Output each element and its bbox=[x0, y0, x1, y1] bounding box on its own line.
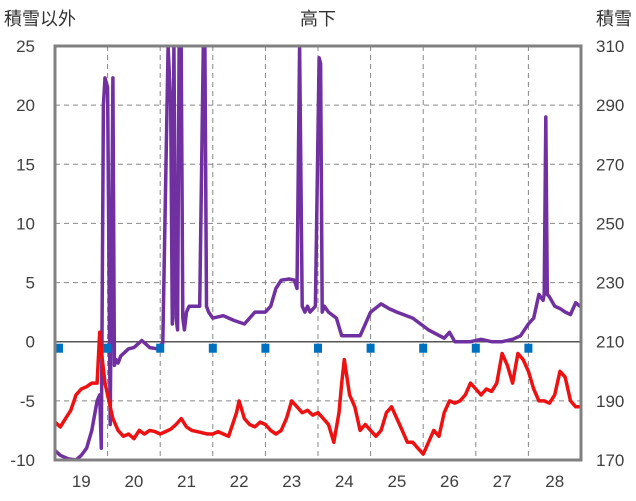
marker-6 bbox=[366, 343, 375, 353]
y-tick-right-0: 310 bbox=[596, 37, 624, 56]
marker-0 bbox=[55, 343, 63, 353]
plot-frame bbox=[53, 44, 583, 462]
marker-2 bbox=[156, 343, 165, 353]
series-line-1 bbox=[55, 46, 581, 460]
y-tick-left-5: 0 bbox=[26, 333, 35, 352]
marker-4 bbox=[261, 343, 270, 353]
x-tick-4: 23 bbox=[282, 472, 301, 491]
y-tick-left-2: 15 bbox=[16, 155, 35, 174]
x-tick-3: 22 bbox=[230, 472, 249, 491]
series-line-2 bbox=[55, 330, 581, 456]
y-tick-right-1: 290 bbox=[596, 96, 624, 115]
x-tick-0: 19 bbox=[72, 472, 91, 491]
y-tick-right-6: 190 bbox=[596, 392, 624, 411]
chart-title: 高下 bbox=[300, 9, 336, 30]
tick-labels: 25 20 15 10 5 0 -5 -10 310 290 270 250 230 210 190 170 1… bbox=[10, 37, 624, 491]
right-axis-title: 積雪 bbox=[596, 9, 632, 30]
zero-markers bbox=[55, 343, 533, 353]
y-tick-right-7: 170 bbox=[596, 451, 624, 470]
data-series bbox=[55, 46, 581, 460]
y-tick-left-4: 5 bbox=[26, 274, 35, 293]
marker-3 bbox=[208, 343, 217, 353]
y-tick-left-1: 20 bbox=[16, 96, 35, 115]
x-tick-6: 25 bbox=[387, 472, 406, 491]
y-tick-right-3: 250 bbox=[596, 214, 624, 233]
y-tick-right-4: 230 bbox=[596, 274, 624, 293]
x-tick-5: 24 bbox=[335, 472, 354, 491]
x-tick-9: 28 bbox=[545, 472, 564, 491]
x-tick-2: 21 bbox=[177, 472, 196, 491]
y-tick-left-3: 10 bbox=[16, 214, 35, 233]
y-tick-left-6: -5 bbox=[20, 392, 35, 411]
y-tick-left-7: -10 bbox=[10, 451, 35, 470]
y-tick-right-2: 270 bbox=[596, 155, 624, 174]
marker-7 bbox=[419, 343, 428, 353]
x-tick-8: 27 bbox=[493, 472, 512, 491]
marker-9 bbox=[524, 343, 533, 353]
y-tick-right-5: 210 bbox=[596, 333, 624, 352]
marker-5 bbox=[314, 343, 322, 353]
x-tick-7: 26 bbox=[440, 472, 459, 491]
marker-1 bbox=[103, 343, 112, 353]
y-tick-left-0: 25 bbox=[16, 37, 35, 56]
x-tick-1: 20 bbox=[124, 472, 143, 491]
left-axis-title: 積雪以外 bbox=[4, 9, 76, 30]
marker-8 bbox=[471, 343, 480, 353]
